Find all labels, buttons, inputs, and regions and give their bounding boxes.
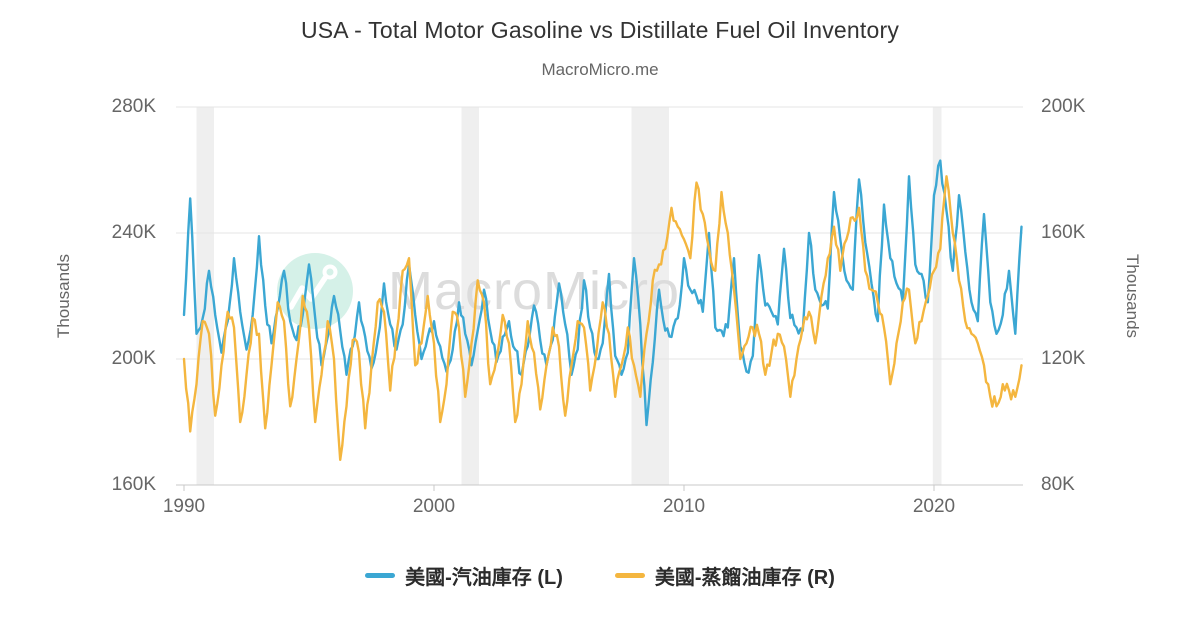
logo-node-icon [322, 264, 338, 280]
legend-label-distillate: 美國-蒸餾油庫存 (R) [654, 567, 835, 589]
legend-swatch-gasoline [365, 573, 396, 578]
legend-label-gasoline: 美國-汽油庫存 (L) [405, 567, 563, 589]
legend-item-gasoline[interactable]: 美國-汽油庫存 (L) [365, 561, 563, 590]
chart-subtitle: MacroMicro.me [541, 60, 659, 79]
series-distillate-line [182, 175, 1023, 461]
recession-band [932, 107, 942, 485]
legend-swatch-distillate [614, 573, 645, 578]
legend: 美國-汽油庫存 (L) 美國-蒸餾油庫存 (R) [0, 561, 1200, 590]
legend-item-distillate[interactable]: 美國-蒸餾油庫存 (R) [614, 561, 835, 590]
chart-title: USA - Total Motor Gasoline vs Distillate… [300, 17, 900, 43]
